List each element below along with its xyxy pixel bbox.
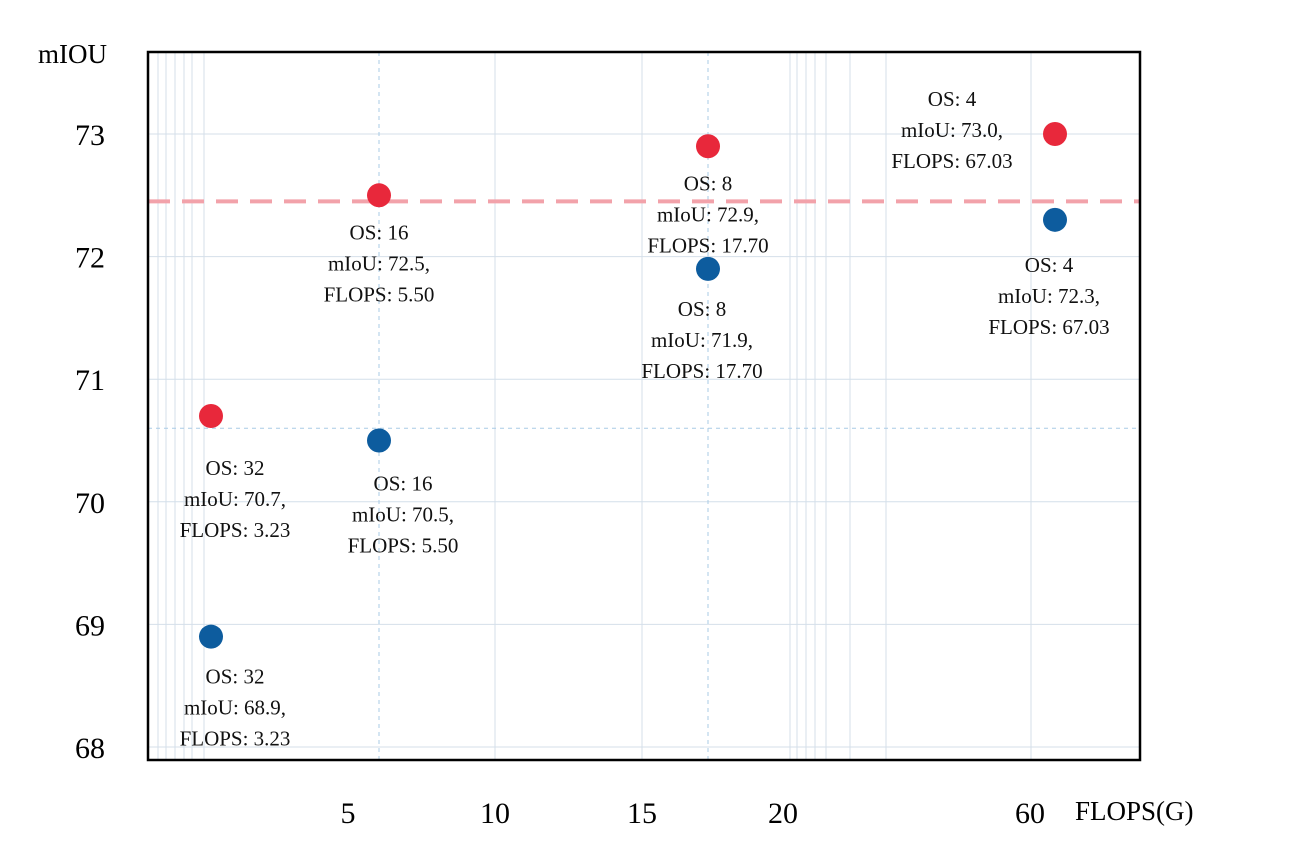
x-tick-labels: 5 10 15 20 60 <box>341 797 1046 830</box>
y-axis-title: mIOU <box>38 39 107 69</box>
point-annotation-line: FLOPS: 17.70 <box>647 233 768 257</box>
point-annotation-line: FLOPS: 5.50 <box>324 282 435 306</box>
point-annotation-line: mIoU: 71.9, <box>651 328 753 352</box>
red-data-point <box>696 134 720 159</box>
point-annotation-line: FLOPS: 3.23 <box>180 518 291 542</box>
points-layer <box>199 122 1067 649</box>
plot-frame <box>146 50 1142 762</box>
point-annotation-line: mIoU: 72.5, <box>328 251 430 275</box>
point-annotation-line: mIoU: 70.5, <box>352 503 454 527</box>
point-annotation-line: FLOPS: 67.03 <box>988 315 1109 339</box>
point-annotation-line: FLOPS: 3.23 <box>180 727 291 751</box>
x-tick-label: 10 <box>480 797 510 830</box>
blue-data-point <box>696 256 720 281</box>
point-annotation-line: FLOPS: 67.03 <box>891 149 1012 173</box>
x-tick-label: 5 <box>341 797 356 830</box>
point-annotation-line: mIoU: 72.9, <box>657 202 759 226</box>
y-tick-label: 70 <box>75 487 105 520</box>
blue-data-point <box>367 428 391 453</box>
y-tick-label: 73 <box>75 119 105 152</box>
point-annotation-line: OS: 4 <box>1025 253 1074 277</box>
y-tick-label: 72 <box>75 242 105 275</box>
point-annotation-line: mIoU: 73.0, <box>901 118 1003 142</box>
point-annotation-line: mIoU: 68.9, <box>184 696 286 720</box>
y-tick-label: 68 <box>75 732 105 765</box>
blue-data-point <box>1043 207 1067 232</box>
red-data-point <box>1043 122 1067 146</box>
point-annotation-line: OS: 32 <box>206 665 265 689</box>
point-annotation-line: OS: 4 <box>928 87 977 111</box>
point-annotation-line: FLOPS: 17.70 <box>641 359 762 383</box>
x-axis-title: FLOPS(G) <box>1075 796 1194 826</box>
red-data-point <box>367 183 391 208</box>
x-tick-label: 20 <box>768 797 798 830</box>
point-annotation-line: mIoU: 70.7, <box>184 487 286 511</box>
red-data-point <box>199 403 223 428</box>
y-tick-label: 71 <box>75 364 105 397</box>
point-annotation-line: OS: 32 <box>206 456 265 480</box>
blue-data-point <box>199 624 223 649</box>
grid-layer <box>148 52 1140 760</box>
point-annotation-line: OS: 16 <box>350 220 409 244</box>
point-annotation-line: OS: 16 <box>374 472 433 496</box>
x-tick-label: 15 <box>627 797 657 830</box>
point-annotation-line: mIoU: 72.3, <box>998 284 1100 308</box>
y-tick-labels: 68 69 70 71 72 73 <box>75 119 105 765</box>
y-tick-label: 69 <box>75 609 105 642</box>
annotation-layer: OS: 32 mIoU: 70.7, FLOPS: 3.23 OS: 16 mIoU: … <box>180 87 1110 751</box>
point-annotation-line: FLOPS: 5.50 <box>348 534 459 558</box>
point-annotation-line: OS: 8 <box>678 297 726 321</box>
guide-layer <box>148 52 1140 760</box>
x-tick-label: 60 <box>1015 797 1045 830</box>
point-annotation-line: OS: 8 <box>684 171 732 195</box>
